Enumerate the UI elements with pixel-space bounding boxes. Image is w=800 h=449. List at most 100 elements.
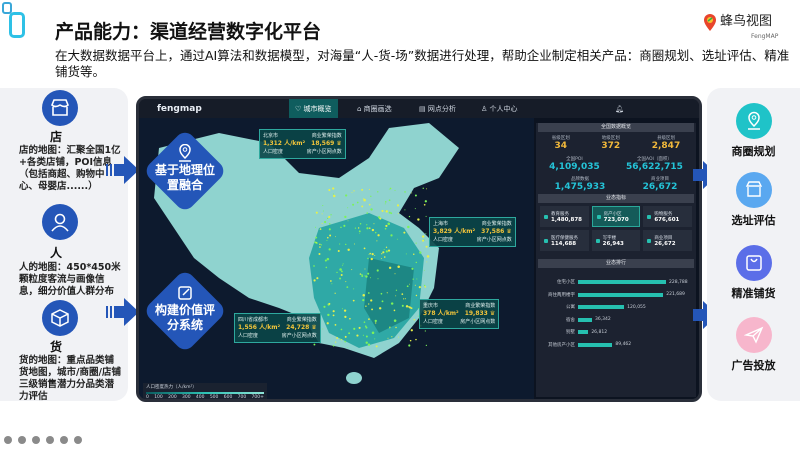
poi-dot: [328, 248, 331, 251]
poi-dot: [347, 207, 349, 209]
poi-dot: [397, 213, 399, 215]
text: 别墅: [566, 330, 575, 336]
poi-dot: [361, 274, 363, 276]
poi-dot: [424, 330, 426, 332]
section-header: 业态指标: [538, 194, 694, 203]
legend-tick: 700: [238, 395, 247, 399]
poi-dot: [381, 300, 384, 303]
text: 人口密度: [238, 333, 259, 339]
right-label[interactable]: 选址评估: [731, 214, 776, 227]
poi-dot: [340, 328, 343, 331]
poi-dot: [318, 252, 321, 255]
text: 56,622,715: [625, 162, 683, 172]
poi-dot: [325, 266, 328, 269]
map-callout: 重庆市 商业繁荣指数 378 人/km² 19,833 ♛ 人口密度 房产小区网点数: [419, 299, 500, 329]
metric-tile[interactable]: 医疗保健服务 114,688: [540, 230, 589, 251]
poi-dot: [383, 249, 385, 250]
next-icon[interactable]: [18, 436, 26, 444]
right-label[interactable]: 广告投放: [731, 359, 776, 372]
text: 房产小区网点数: [476, 237, 512, 243]
poi-dot: [403, 298, 405, 300]
text: 人/km²: [454, 228, 476, 235]
rank-row: 其他房产小区 89,462: [540, 339, 692, 352]
text: 36,342: [594, 317, 611, 323]
tab-personal-center[interactable]: ♙ 个人中心: [481, 104, 518, 113]
poi-dot: [374, 319, 377, 323]
prev-icon[interactable]: [4, 436, 12, 444]
poi-dot: [319, 246, 321, 248]
poi-dot: [321, 222, 323, 225]
poi-dot: [419, 251, 422, 254]
map-callout: 四川省成都市 商业繁荣指数 1,556 人/km² 24,728 ♛ 人口密度 房产小区网…: [234, 313, 321, 343]
poi-dot: [365, 341, 368, 344]
pen-icon[interactable]: [32, 436, 40, 444]
poi-dot: [375, 322, 377, 324]
poi-dot: [354, 227, 357, 229]
poi-dot: [363, 247, 366, 250]
tab-outlet-analysis[interactable]: ▤ 网点分析: [419, 104, 456, 113]
text: 品牌数据: [570, 177, 589, 182]
poi-dot: [346, 286, 349, 288]
text: 县级区划: [656, 136, 675, 141]
poi-dot: [342, 264, 343, 266]
poi-dot: [361, 275, 364, 278]
poi-dot: [367, 272, 370, 275]
right-label[interactable]: 商圈规划: [731, 145, 776, 158]
poi-dot: [426, 255, 430, 258]
poi-dot: [385, 250, 389, 253]
poi-dot: [343, 224, 346, 227]
bell-icon[interactable]: 🔔︎: [615, 104, 624, 113]
poi-dot: [405, 305, 409, 308]
text: 购物服务: [654, 211, 673, 217]
metric-tile[interactable]: 房产小区 723,070: [591, 206, 641, 227]
rank-row: 住宅小区 228,788: [540, 276, 692, 289]
text: 26,943: [602, 240, 624, 247]
poi-dot: [366, 212, 369, 214]
stat-item: 县级区划 2,847: [652, 135, 680, 151]
shopping-bag-icon: [736, 245, 772, 281]
arrow-right-icon: [693, 301, 718, 329]
poi-dot: [363, 321, 366, 323]
category-icon: [647, 214, 652, 219]
more-icon[interactable]: [74, 436, 82, 444]
poi-dot: [316, 277, 319, 280]
zoom-icon[interactable]: [60, 436, 68, 444]
tab-trade-area[interactable]: ⌂ 商圈画选: [357, 104, 392, 113]
poi-dot: [324, 259, 327, 262]
text: 人/km²: [259, 324, 281, 331]
poi-dot: [409, 283, 410, 285]
poi-dot: [371, 331, 375, 335]
poi-dot: [380, 258, 382, 260]
right-label[interactable]: 精准铺货: [731, 287, 776, 300]
poi-dot: [423, 269, 425, 271]
stats-panel: 全国数据概览 省级区划 34 地级区划 372 县级区划 2,847 全国POI 4,109…: [536, 123, 696, 397]
poi-dot: [352, 299, 355, 302]
tab-city-overview[interactable]: ♡ 城市概览: [289, 99, 338, 118]
poi-dot: [422, 187, 424, 189]
poi-dot: [371, 228, 375, 232]
grid-icon[interactable]: [46, 436, 54, 444]
poi-dot: [389, 187, 392, 190]
metric-tile[interactable]: 购物服务 676,601: [643, 206, 692, 227]
poi-dot: [370, 257, 373, 261]
china-map: [139, 118, 534, 399]
poi-dot: [388, 211, 391, 214]
text: 房产小区: [603, 211, 622, 217]
arrow-right-icon: [693, 161, 718, 189]
poi-dot: [408, 344, 411, 347]
poi-dot: [391, 336, 393, 338]
poi-dot: [344, 315, 347, 318]
metric-tile[interactable]: 写字楼 26,943: [591, 230, 641, 251]
poi-dot: [340, 226, 342, 229]
diamond-label: 基于地理位置融合: [155, 163, 216, 192]
poi-dot: [387, 249, 391, 252]
text: 省级区划: [551, 136, 570, 141]
section-header: 业态排行: [538, 259, 694, 268]
poi-dot: [411, 267, 414, 270]
text: 1,312: [263, 140, 282, 147]
metric-tile[interactable]: 商业项目 26,672: [643, 230, 692, 251]
poi-dot: [313, 265, 315, 267]
poi-dot: [353, 327, 356, 330]
metric-tile[interactable]: 教育服务 1,480,878: [540, 206, 589, 227]
text: 89,462: [615, 342, 632, 348]
